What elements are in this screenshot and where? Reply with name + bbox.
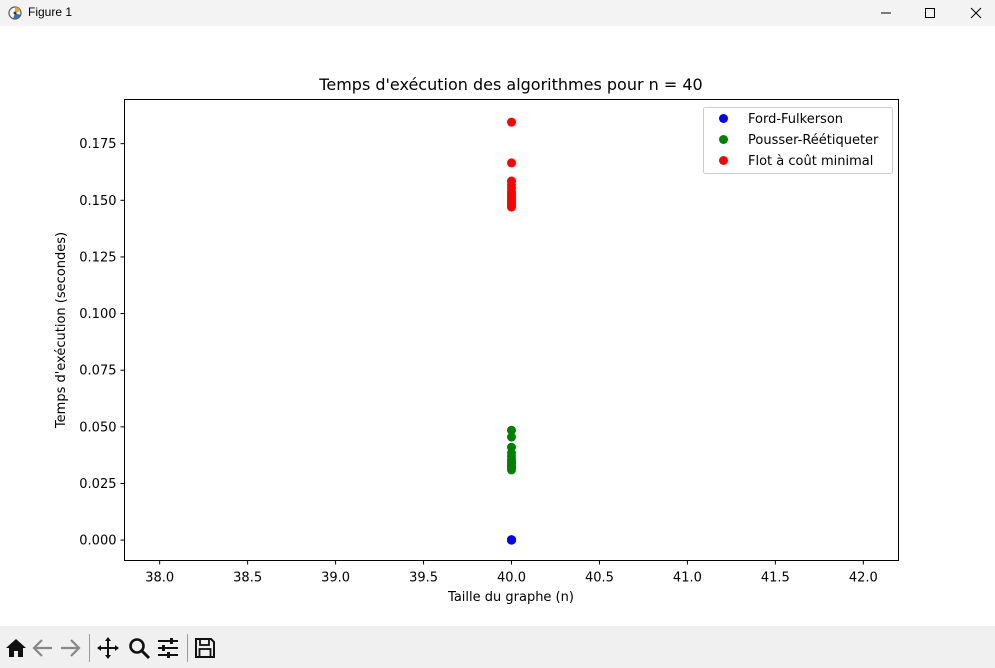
maximize-icon (925, 8, 935, 18)
data-point-series-2 (507, 117, 516, 127)
y-axis-label: Temps d'exécution (secondes) (54, 232, 69, 429)
toolbar-separator (89, 634, 90, 662)
window-titlebar: Figure 1 (0, 0, 995, 26)
legend-label-pousser-reetiqueter: Pousser-Réétiqueter (748, 133, 879, 148)
forward-arrow-icon (61, 639, 81, 657)
figure-canvas[interactable]: Temps d'exécution des algorithmes pour n… (0, 26, 995, 626)
x-tick-label: 39.5 (409, 571, 438, 586)
minimize-button[interactable] (863, 0, 909, 26)
minimize-icon (881, 12, 891, 14)
data-points (507, 117, 516, 545)
chart-title: Temps d'exécution des algorithmes pour n… (318, 75, 702, 94)
close-icon (970, 7, 982, 19)
x-tick-label: 39.0 (321, 571, 350, 586)
zoom-button[interactable] (127, 636, 151, 660)
y-ticks: 0.000 0.025 0.050 0.075 0.100 0.125 0.150 0.175 (79, 137, 125, 549)
legend-label-flot-cout-minimal: Flot à coût minimal (748, 154, 873, 169)
data-point-series-1 (507, 457, 516, 467)
y-tick-label: 0.050 (79, 420, 116, 435)
y-tick-label: 0.075 (79, 364, 116, 379)
window-title: Figure 1 (28, 5, 73, 19)
maximize-button[interactable] (907, 0, 953, 26)
save-icon (195, 638, 215, 658)
x-tick-label: 42.0 (849, 571, 878, 586)
data-point-series-2 (507, 158, 516, 168)
zoom-icon (129, 638, 151, 660)
data-point-series-1 (507, 425, 516, 435)
y-tick-label: 0.025 (79, 477, 116, 492)
configure-subplots-icon (158, 638, 178, 658)
legend-marker-pousser-reetiqueter (719, 135, 728, 144)
legend-marker-ford-fulkerson (719, 114, 728, 123)
x-tick-label: 40.5 (585, 571, 614, 586)
legend-marker-flot-cout-minimal (719, 156, 728, 165)
data-point-series-0 (507, 535, 516, 545)
legend: Ford-Fulkerson Pousser-Réétiqueter Flot … (703, 107, 893, 174)
back-arrow-icon (32, 639, 52, 657)
x-axis-label: Taille du graphe (n) (447, 590, 574, 605)
close-button[interactable] (953, 0, 995, 26)
y-tick-label: 0.000 (79, 534, 116, 549)
pan-button[interactable] (96, 636, 120, 660)
toolbar-separator (187, 634, 188, 662)
x-ticks: 38.0 38.5 39.0 39.5 40.0 40.5 41.0 41.5 42.0 (145, 560, 878, 586)
x-tick-label: 38.5 (233, 571, 262, 586)
save-button[interactable] (193, 636, 217, 660)
configure-subplots-button[interactable] (156, 636, 180, 660)
navigation-toolbar (0, 626, 995, 668)
matplotlib-app-icon (8, 6, 22, 20)
y-tick-label: 0.175 (79, 137, 116, 152)
x-tick-label: 41.0 (673, 571, 702, 586)
scatter-chart: Temps d'exécution des algorithmes pour n… (54, 75, 899, 605)
y-tick-label: 0.150 (79, 194, 116, 209)
x-tick-label: 40.0 (497, 571, 526, 586)
back-button[interactable] (31, 636, 55, 660)
pan-icon (97, 637, 119, 659)
data-point-series-1 (507, 432, 516, 442)
y-tick-label: 0.125 (79, 250, 116, 265)
data-point-series-2 (507, 202, 516, 212)
home-button[interactable] (4, 636, 28, 660)
legend-box (703, 107, 893, 174)
legend-label-ford-fulkerson: Ford-Fulkerson (748, 112, 843, 127)
forward-button[interactable] (58, 636, 82, 660)
home-icon (6, 639, 26, 657)
x-tick-label: 38.0 (145, 571, 174, 586)
x-tick-label: 41.5 (761, 571, 790, 586)
y-tick-label: 0.100 (79, 307, 116, 322)
